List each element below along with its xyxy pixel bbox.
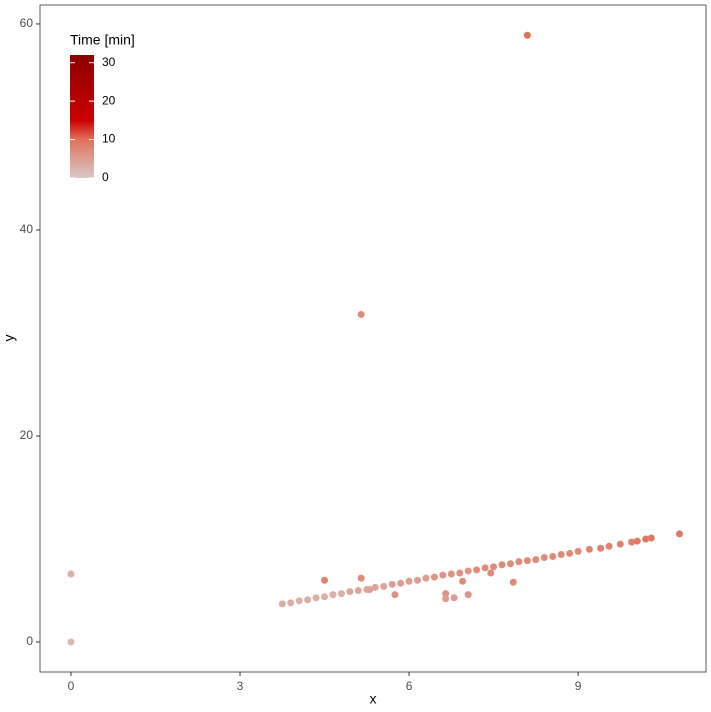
point: [67, 638, 75, 646]
point: [312, 594, 320, 602]
point: [450, 594, 458, 602]
colorbar: [70, 55, 94, 178]
point: [487, 569, 495, 577]
point: [557, 550, 565, 558]
point: [388, 580, 396, 588]
point: [473, 566, 481, 574]
point: [287, 599, 295, 607]
point: [278, 600, 286, 608]
point: [304, 596, 312, 604]
point: [295, 597, 303, 605]
point: [442, 590, 450, 598]
point: [321, 593, 329, 601]
point: [481, 564, 489, 572]
point: [391, 591, 399, 599]
y-tick-label: 40: [20, 222, 34, 236]
colorbar-title: Time [min]: [70, 32, 135, 48]
y-axis-label: y: [1, 335, 17, 342]
point: [459, 577, 467, 585]
plot-panel: [39, 4, 707, 673]
point: [515, 558, 523, 566]
x-tick-label: 3: [237, 679, 244, 693]
point: [616, 540, 624, 548]
point: [447, 570, 455, 578]
point: [566, 549, 574, 557]
point: [380, 582, 388, 590]
point: [628, 538, 636, 546]
colorbar-tick-label: 30: [102, 55, 116, 69]
x-axis-label: x: [370, 691, 377, 707]
point: [346, 588, 354, 596]
x-tick-label: 0: [68, 679, 75, 693]
y-tick-label: 60: [20, 16, 34, 30]
point: [549, 553, 557, 561]
point: [498, 561, 506, 569]
point: [439, 571, 447, 579]
point: [456, 569, 464, 577]
point: [357, 574, 365, 582]
point: [585, 545, 593, 553]
point: [633, 537, 641, 545]
point: [523, 557, 531, 565]
point: [329, 591, 337, 599]
point: [405, 577, 413, 585]
point: [490, 563, 498, 571]
colorbar-tick-label: 0: [102, 170, 109, 184]
point: [321, 576, 329, 584]
point: [363, 585, 371, 593]
point: [371, 583, 379, 591]
point: [337, 590, 345, 598]
point: [597, 544, 605, 552]
point: [605, 542, 613, 550]
point: [397, 579, 405, 587]
point: [532, 556, 540, 564]
point: [442, 595, 450, 603]
colorbar-tick-label: 20: [102, 93, 116, 107]
point: [414, 576, 422, 584]
point: [422, 574, 430, 582]
point: [523, 31, 531, 39]
y-tick-label: 0: [26, 634, 33, 648]
point: [357, 310, 365, 318]
point: [642, 535, 650, 543]
point: [647, 534, 655, 542]
x-tick-label: 6: [406, 679, 413, 693]
x-tick-label: 9: [575, 679, 582, 693]
point: [574, 547, 582, 555]
point: [354, 587, 362, 595]
point: [676, 530, 684, 538]
point: [509, 578, 517, 586]
point: [464, 567, 472, 575]
point: [506, 560, 514, 568]
point: [430, 573, 438, 581]
point: [67, 570, 75, 578]
colorbar-tick-label: 10: [102, 132, 116, 146]
point: [464, 591, 472, 599]
y-tick-label: 20: [20, 428, 34, 442]
point: [540, 554, 548, 562]
